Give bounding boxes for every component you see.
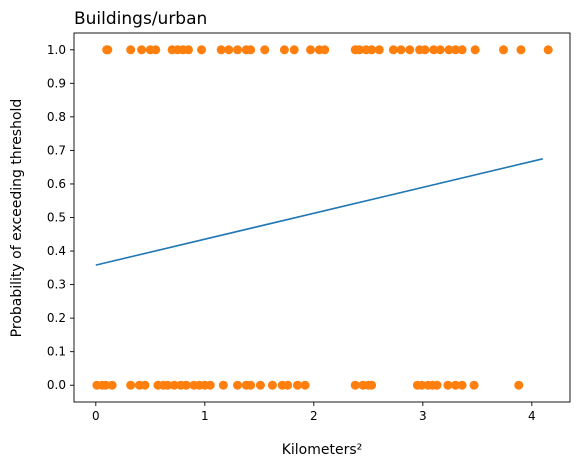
data-point: [444, 45, 454, 55]
data-point: [140, 380, 150, 390]
data-point: [355, 45, 365, 55]
y-tick-label: 0.7: [47, 143, 66, 157]
data-point: [246, 380, 256, 390]
x-axis: 0 1 2 3 4: [92, 402, 536, 423]
data-point: [289, 45, 299, 55]
data-point: [169, 380, 179, 390]
data-point: [429, 45, 439, 55]
x-tick-label: 4: [528, 409, 536, 423]
data-point: [432, 380, 442, 390]
data-point: [163, 380, 173, 390]
data-point: [543, 45, 553, 55]
x-tick-label: 2: [310, 409, 318, 423]
y-tick-label: 1.0: [47, 43, 66, 57]
data-point: [107, 380, 117, 390]
data-point: [396, 45, 406, 55]
data-point: [443, 380, 453, 390]
x-axis-label: Kilometers²: [282, 442, 363, 458]
data-point: [469, 380, 479, 390]
data-point: [470, 45, 480, 55]
plot-area: [92, 45, 553, 390]
y-axis-label: Probability of exceeding threshold: [9, 99, 25, 338]
data-point: [367, 380, 377, 390]
data-point: [457, 45, 467, 55]
y-axis: 0.0 0.1 0.2 0.3 0.4 0.5 0.6 0.7 0.8 0.9 1.0: [47, 43, 74, 392]
y-tick-label: 0.2: [47, 311, 66, 325]
x-tick-label: 3: [419, 409, 427, 423]
data-point: [405, 45, 415, 55]
data-point: [267, 380, 277, 390]
data-point: [457, 380, 467, 390]
data-point: [260, 45, 270, 55]
data-point: [255, 380, 265, 390]
data-point: [374, 45, 384, 55]
data-point: [451, 45, 461, 55]
data-point: [101, 380, 111, 390]
data-point: [137, 45, 147, 55]
data-point: [233, 380, 243, 390]
data-point: [216, 45, 226, 55]
data-point: [246, 45, 256, 55]
x-tick-label: 0: [92, 409, 100, 423]
y-tick-label: 0.3: [47, 278, 66, 292]
data-point: [103, 45, 113, 55]
data-point: [320, 45, 330, 55]
y-tick-label: 0.0: [47, 378, 66, 392]
chart-title: Buildings/urban: [74, 9, 207, 29]
y-tick-label: 0.5: [47, 211, 66, 225]
data-point: [151, 45, 161, 55]
data-point: [224, 45, 234, 55]
x-tick-label: 1: [201, 409, 209, 423]
data-point: [126, 45, 136, 55]
y-tick-label: 0.9: [47, 76, 66, 90]
data-point: [233, 45, 243, 55]
data-point: [183, 45, 193, 55]
data-point: [514, 380, 524, 390]
data-point: [516, 45, 526, 55]
data-point: [197, 45, 207, 55]
data-point: [435, 45, 445, 55]
data-point: [218, 380, 228, 390]
trend-line: [95, 158, 543, 266]
data-point: [417, 380, 427, 390]
data-point: [499, 45, 509, 55]
y-tick-label: 0.1: [47, 345, 66, 359]
data-point: [350, 380, 360, 390]
data-point: [283, 380, 293, 390]
data-point: [388, 45, 398, 55]
data-point: [306, 45, 316, 55]
plot-frame: [73, 32, 571, 403]
y-tick-label: 0.8: [47, 110, 66, 124]
data-point: [420, 45, 430, 55]
data-point: [279, 45, 289, 55]
data-point: [205, 380, 215, 390]
data-point: [292, 380, 302, 390]
y-tick-label: 0.4: [47, 244, 66, 258]
data-point: [126, 380, 136, 390]
data-point: [181, 380, 191, 390]
data-point: [300, 380, 310, 390]
y-tick-label: 0.6: [47, 177, 66, 191]
data-point: [451, 380, 461, 390]
data-point: [367, 45, 377, 55]
